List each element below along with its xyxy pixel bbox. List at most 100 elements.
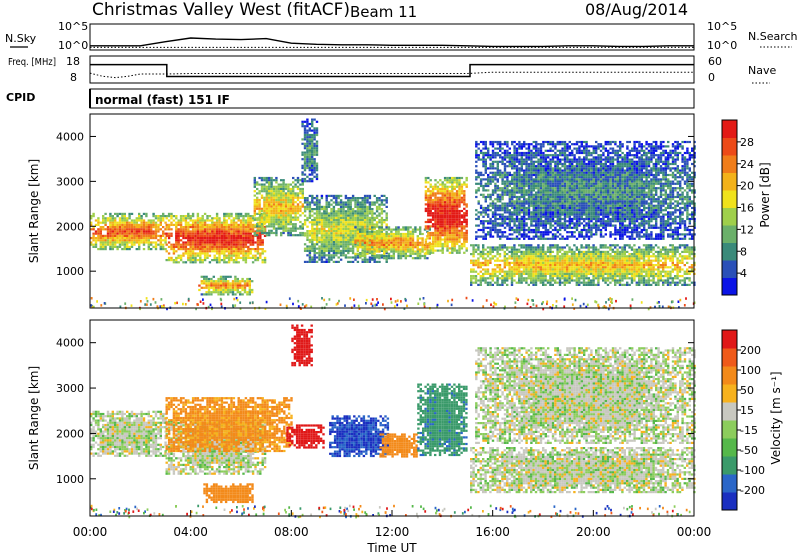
data-cell	[383, 210, 386, 213]
data-cell	[102, 226, 105, 229]
data-cell	[215, 250, 219, 253]
data-cell	[294, 205, 297, 208]
data-cell	[318, 247, 321, 250]
data-cell	[327, 256, 331, 259]
data-cell	[251, 217, 255, 220]
data-cell	[475, 224, 478, 227]
data-cell	[453, 245, 456, 248]
data-cell	[201, 234, 204, 237]
data-cell	[118, 243, 122, 246]
data-cell	[256, 192, 259, 195]
data-cell	[392, 237, 395, 240]
data-cell	[479, 180, 483, 183]
data-cell	[223, 230, 226, 233]
data-cell	[170, 245, 173, 248]
data-cell	[638, 261, 641, 264]
data-cell	[465, 214, 468, 217]
data-cell	[265, 201, 268, 204]
data-cell	[436, 181, 440, 184]
data-cell	[501, 283, 504, 286]
data-cell	[323, 214, 326, 217]
data-cell	[431, 234, 435, 237]
data-cell	[211, 221, 214, 224]
data-cell	[159, 219, 162, 222]
data-cell	[520, 246, 523, 249]
data-cell	[409, 243, 412, 247]
data-cell	[159, 234, 162, 237]
data-cell	[666, 266, 670, 269]
data-cell	[152, 237, 155, 240]
data-cell	[344, 230, 348, 233]
data-cell	[609, 257, 612, 260]
data-cell	[534, 268, 538, 271]
data-cell	[434, 205, 437, 208]
data-cell	[363, 201, 367, 204]
data-cell	[568, 259, 571, 262]
data-cell	[142, 239, 146, 242]
data-cell	[575, 281, 578, 284]
data-cell	[592, 259, 595, 262]
data-cell	[378, 230, 381, 233]
data-cell	[380, 203, 384, 206]
data-cell	[387, 248, 391, 251]
data-cell	[138, 239, 141, 242]
data-cell	[294, 229, 297, 232]
data-cell	[633, 277, 636, 280]
data-cell	[114, 212, 117, 215]
data-cell	[308, 260, 312, 263]
data-cell	[604, 266, 607, 269]
data-cell	[570, 253, 574, 256]
data-cell	[225, 223, 228, 226]
data-cell	[265, 203, 268, 206]
data-cell	[121, 217, 124, 220]
data-cell	[194, 259, 197, 262]
data-cell	[280, 212, 283, 215]
data-cell	[626, 244, 629, 247]
data-cell	[427, 198, 430, 202]
data-cell	[332, 225, 336, 228]
data-cell	[448, 236, 452, 239]
data-cell	[411, 250, 415, 253]
data-cell	[344, 221, 348, 224]
data-cell	[544, 266, 547, 269]
data-cell	[378, 239, 381, 242]
data-cell	[368, 232, 371, 236]
data-cell	[347, 247, 350, 250]
data-cell	[359, 228, 362, 231]
data-cell	[542, 266, 545, 269]
data-cell	[380, 227, 384, 230]
data-cell	[496, 281, 499, 284]
data-cell	[247, 219, 250, 222]
data-cell	[342, 201, 345, 204]
data-cell	[351, 214, 355, 217]
data-cell	[225, 219, 228, 222]
data-cell	[133, 221, 136, 224]
data-cell	[182, 252, 185, 255]
data-cell	[411, 257, 415, 260]
data-cell	[130, 245, 134, 248]
data-cell	[102, 245, 105, 248]
data-cell	[220, 250, 224, 253]
data-cell	[265, 234, 268, 237]
data-cell	[544, 268, 547, 271]
data-cell	[167, 226, 171, 229]
data-cell	[177, 228, 180, 231]
data-cell	[378, 237, 381, 240]
data-cell	[196, 252, 200, 255]
data-cell	[123, 221, 126, 224]
data-cell	[498, 270, 502, 273]
data-cell	[167, 212, 171, 215]
data-cell	[224, 275, 227, 278]
data-cell	[284, 194, 288, 197]
data-cell	[568, 255, 571, 258]
data-cell	[177, 223, 180, 226]
data-cell	[414, 243, 417, 247]
data-cell	[683, 272, 686, 275]
data-cell	[642, 259, 646, 262]
data-cell	[375, 256, 379, 259]
data-cell	[239, 215, 243, 218]
data-cell	[556, 277, 559, 280]
data-cell	[477, 143, 480, 146]
data-cell	[599, 244, 602, 247]
data-cell	[123, 217, 126, 220]
